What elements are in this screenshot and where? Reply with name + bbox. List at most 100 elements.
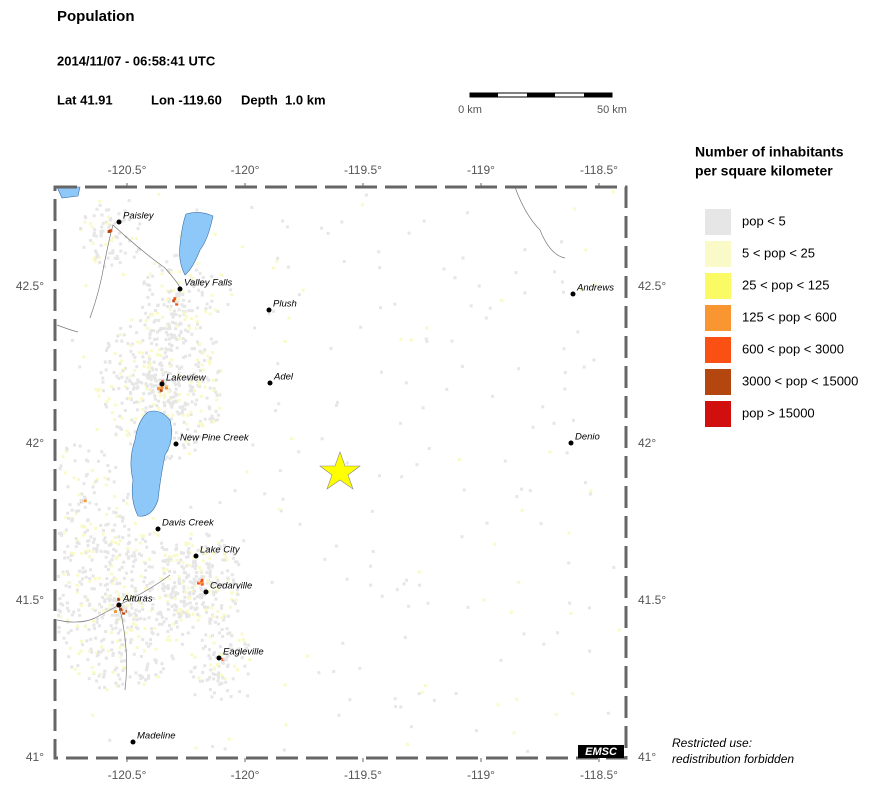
population-cell [143,410,147,414]
population-cell [231,677,235,681]
lat-tick-label: 41° [26,750,44,764]
population-cell [418,583,422,587]
population-cell [82,355,86,359]
population-cell [163,351,167,355]
population-cell [85,639,89,643]
city-marker [159,381,165,387]
population-cell [220,628,224,631]
population-cell [66,556,70,560]
population-cell [217,671,221,675]
population-cell [189,505,193,509]
population-cell [201,424,205,428]
population-cell [157,389,161,393]
population-cell [212,677,216,681]
population-cell [96,254,100,258]
population-cell [162,571,166,575]
population-cell [200,422,204,426]
population-cell [113,352,117,356]
scale-end: 50 km [597,104,627,116]
population-cell [170,312,173,316]
population-cell [190,386,193,390]
population-cell [163,553,167,557]
population-cell [125,501,129,505]
population-cell [159,354,163,357]
population-cell [124,380,128,384]
population-cell [118,677,122,681]
population-cell [120,339,124,343]
population-cell [210,580,214,584]
population-cell [213,232,217,236]
population-cell [174,327,178,331]
population-cell [211,634,214,638]
population-cell [133,420,137,424]
population-cell [143,576,147,579]
city-label: Madeline [137,731,176,742]
population-cell [112,387,116,391]
population-cell [81,570,85,574]
population-cell [153,626,157,630]
population-cell [358,666,362,670]
population-cell [111,236,115,240]
population-cell [130,554,134,558]
population-cell [208,386,212,390]
population-cell [58,610,62,614]
population-cell [88,577,92,581]
population-cell [75,588,79,592]
population-cell [137,598,141,602]
population-cell [95,651,99,655]
population-cell [90,468,94,472]
population-cell [153,397,157,401]
population-cell [584,248,588,252]
population-cell [207,566,211,570]
population-cell [218,545,222,549]
population-cell [102,453,106,457]
population-cell [423,684,427,687]
population-cell [426,601,430,605]
population-cell [129,602,133,606]
population-cell [178,392,182,396]
population-cell [191,564,195,568]
population-cell [215,418,219,422]
population-cell [105,656,109,660]
population-cell [151,632,155,635]
population-cell [617,628,621,632]
population-cell [80,552,84,555]
population-cell [174,383,177,387]
population-cell [200,363,204,367]
population-cell [220,616,224,620]
map-frame [53,185,628,760]
population-cell [337,713,341,717]
population-cell [123,209,127,213]
population-cell [248,658,252,662]
population-cell [141,339,145,343]
population-cell [201,368,205,372]
population-cell [214,390,218,394]
population-cell [232,580,236,584]
population-cell [186,330,190,334]
city-label: Lake City [200,545,241,556]
population-cell [203,587,207,591]
population-cell [149,383,153,387]
population-cell [147,616,151,620]
population-cell [183,595,187,599]
population-cell [520,508,524,512]
population-cell [177,612,181,616]
population-cell [122,659,126,663]
population-cell [162,401,166,404]
population-cell [209,356,212,360]
population-cell [203,605,206,609]
population-cell [226,654,230,658]
population-cell [161,667,165,671]
population-cell [474,729,478,733]
population-cell [195,602,198,606]
population-cell [134,623,138,627]
population-cell [145,668,149,672]
population-cell [126,604,129,608]
population-cell [112,599,116,602]
population-cell [186,413,190,417]
population-cell [188,384,192,388]
population-cell [83,505,87,509]
population-cell [104,592,107,596]
population-cell [199,409,203,413]
population-cell [306,654,309,658]
